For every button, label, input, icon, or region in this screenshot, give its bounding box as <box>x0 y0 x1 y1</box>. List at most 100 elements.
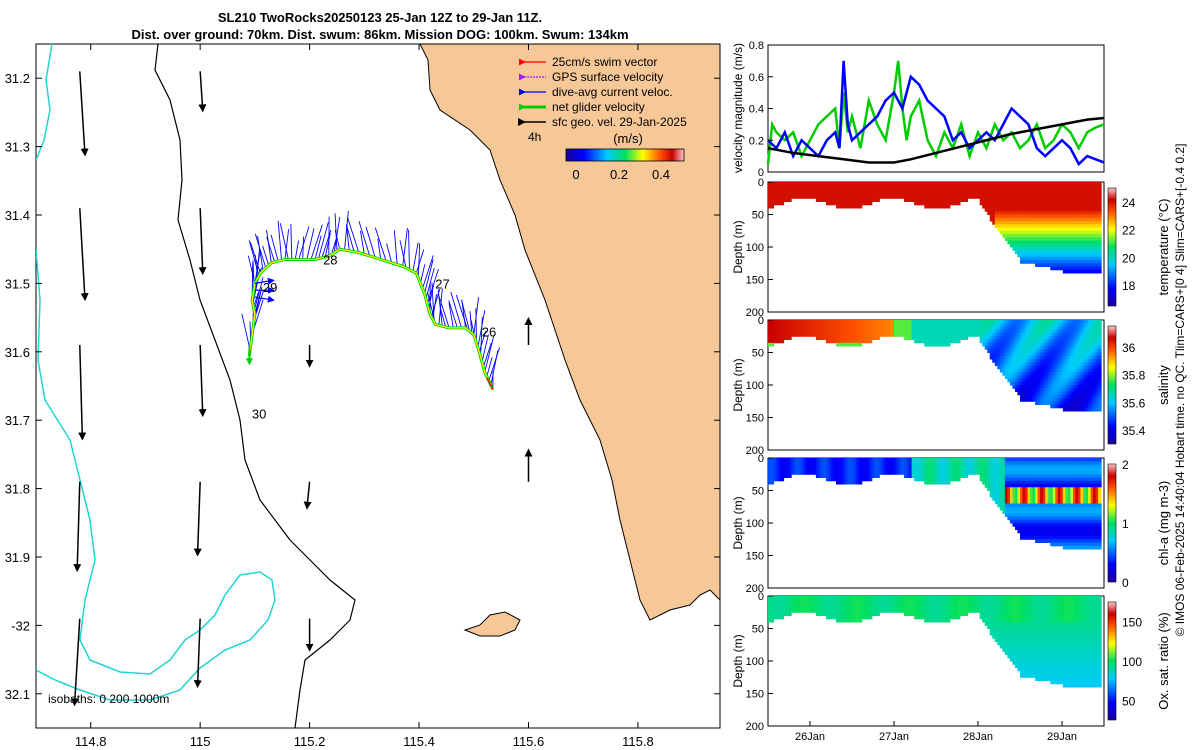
section-cell <box>1052 188 1057 193</box>
section-cell <box>1090 336 1095 340</box>
section-cell <box>1065 185 1069 189</box>
section-cell <box>1035 211 1039 215</box>
section-cell <box>871 188 875 193</box>
section-cell <box>813 329 817 334</box>
section-cell <box>997 503 1001 508</box>
section-cell <box>992 474 996 478</box>
section-cell <box>1037 237 1042 241</box>
section-cell <box>1042 230 1047 235</box>
section-cell <box>944 201 948 206</box>
section-cell <box>783 333 787 337</box>
section-cell <box>1047 362 1052 366</box>
section-cell <box>1017 526 1021 530</box>
section-cell <box>989 329 994 334</box>
section-cell <box>989 333 994 337</box>
section-cell <box>1075 467 1079 472</box>
section-cell <box>1037 493 1042 498</box>
section-cell <box>836 188 840 193</box>
section-cell <box>1037 250 1042 254</box>
section-cell <box>1022 529 1027 534</box>
section-cell <box>959 329 964 334</box>
section-cell <box>979 320 984 324</box>
section-cell <box>886 191 890 196</box>
section-cell <box>795 326 800 331</box>
section-cell <box>1080 224 1084 228</box>
section-cell <box>1022 329 1027 334</box>
section-cell <box>999 342 1004 347</box>
section-cell <box>951 326 956 331</box>
section-cell <box>1025 217 1029 222</box>
interval-label: 4h <box>528 130 541 144</box>
section-cell <box>914 474 918 478</box>
section-cell <box>1032 461 1037 465</box>
section-cell <box>1052 480 1057 485</box>
section-cell <box>1093 339 1097 344</box>
section-cell <box>1045 375 1049 379</box>
section-cell <box>957 323 961 327</box>
section-cell <box>1020 211 1024 215</box>
section-cell <box>846 204 850 209</box>
section-cell <box>843 474 848 478</box>
section-cell <box>861 185 865 189</box>
section-cell <box>1030 214 1034 219</box>
section-cell <box>1009 208 1014 212</box>
section-cell <box>1085 365 1090 370</box>
section-cell <box>949 191 953 196</box>
section-cell <box>979 471 984 475</box>
section-cell <box>934 461 938 465</box>
section-cell <box>1077 320 1082 324</box>
section-cell <box>1037 391 1042 396</box>
section-cell <box>936 480 941 485</box>
current-vector <box>469 311 473 334</box>
section-cell <box>1095 388 1100 392</box>
section-cell <box>800 471 805 475</box>
section-cell <box>1052 191 1057 196</box>
section-cell <box>1070 539 1074 543</box>
section-cell <box>1075 398 1079 402</box>
section-cell <box>798 185 802 189</box>
section-cell <box>790 333 795 337</box>
section-cell <box>838 336 843 340</box>
current-vector <box>424 259 434 294</box>
section-cell <box>1077 372 1082 376</box>
section-cell <box>904 191 908 196</box>
section-cell <box>1065 326 1069 331</box>
section-cell <box>1088 381 1092 386</box>
section-cell <box>1042 188 1047 193</box>
section-cell <box>911 188 916 193</box>
section-cell <box>1030 484 1034 488</box>
section-cell <box>929 320 933 324</box>
section-cell <box>1037 487 1042 491</box>
section-cell <box>1012 326 1016 331</box>
section-cell <box>999 477 1004 482</box>
section-cell <box>1020 523 1024 527</box>
section-cell <box>994 211 999 215</box>
section-cell <box>1032 490 1037 495</box>
section-cell <box>989 352 994 357</box>
section-cell <box>992 333 996 337</box>
section-cell <box>1045 497 1049 501</box>
section-cell <box>1014 477 1019 482</box>
section-cell <box>1085 394 1090 399</box>
section-cell <box>838 204 843 209</box>
section-cell <box>999 506 1004 511</box>
section-cell <box>846 474 850 478</box>
section-cell <box>1030 497 1034 501</box>
section-cell <box>944 464 948 469</box>
section-cell <box>999 217 1004 222</box>
section-cell <box>994 490 999 495</box>
section-cell <box>1035 217 1039 222</box>
section-cell <box>957 320 961 324</box>
section-cell <box>1065 359 1069 363</box>
section-cell <box>1057 256 1062 261</box>
section-cell <box>828 464 832 469</box>
section-cell <box>946 326 951 331</box>
section-cell <box>813 195 817 199</box>
section-cell <box>919 198 923 202</box>
section-cell <box>1055 253 1059 258</box>
section-cell <box>1042 497 1047 501</box>
section-cell <box>788 191 792 196</box>
section-cell <box>1022 182 1027 186</box>
section-cell <box>894 461 898 465</box>
section-cell <box>1047 224 1052 228</box>
